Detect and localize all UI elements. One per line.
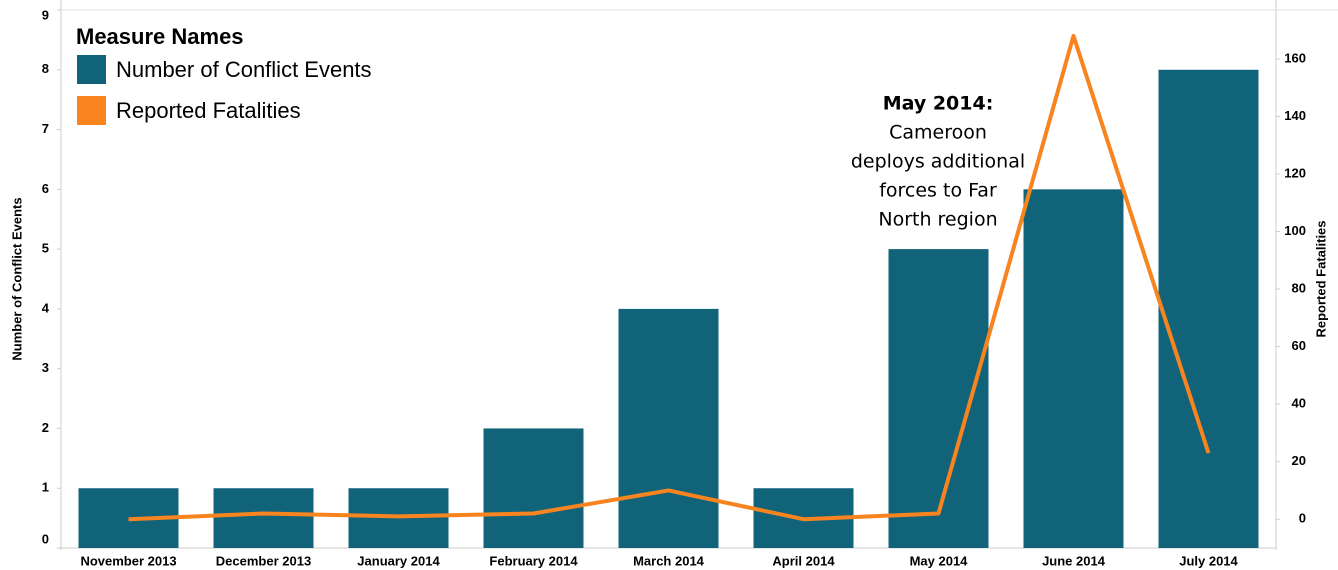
y2-tick-label: 20: [1292, 453, 1306, 468]
x-tick-label: July 2014: [1179, 553, 1238, 568]
annotation-line: deploys additional: [851, 151, 1025, 173]
y2-axis-title: Reported Fatalities: [1313, 220, 1328, 337]
y-tick-label: 2: [42, 420, 49, 435]
x-tick-label: February 2014: [489, 553, 578, 568]
y2-tick-label: 80: [1292, 281, 1306, 296]
y-tick-label: 8: [42, 61, 49, 76]
x-tick-label: May 2014: [910, 553, 969, 568]
y-tick-label: 0: [42, 531, 49, 546]
bar: [618, 308, 719, 548]
y-tick-label: 6: [42, 181, 49, 196]
y-tick-label: 1: [42, 480, 49, 495]
line: [128, 33, 1211, 522]
bar: [888, 249, 989, 548]
y2-tick-label: 120: [1284, 165, 1306, 180]
bar: [213, 488, 314, 548]
y2-tick-label: 100: [1284, 223, 1306, 238]
x-tick-label: December 2013: [216, 553, 311, 568]
bar: [1023, 189, 1124, 549]
y-tick-label: 9: [42, 7, 49, 22]
legend-swatch: [77, 55, 106, 84]
bar: [483, 428, 584, 548]
annotation-line: North region: [878, 209, 997, 231]
legend-label: Reported Fatalities: [116, 98, 301, 123]
legend-title: Measure Names: [76, 24, 244, 49]
x-tick-label: March 2014: [633, 553, 705, 568]
y2-tick-label: 140: [1284, 108, 1306, 123]
y2-tick-label: 40: [1292, 396, 1306, 411]
legend-label: Number of Conflict Events: [116, 57, 372, 82]
y-tick-label: 7: [42, 121, 49, 136]
annotation-line: forces to Far: [879, 180, 997, 202]
bar: [1158, 69, 1259, 549]
y-tick-label: 3: [42, 360, 49, 375]
y-axis-title: Number of Conflict Events: [9, 197, 24, 360]
annotation-title: May 2014:: [883, 93, 994, 115]
y2-tick-label: 60: [1292, 338, 1306, 353]
x-tick-label: June 2014: [1042, 553, 1106, 568]
y2-tick-label: 0: [1299, 511, 1306, 526]
x-tick-label: April 2014: [772, 553, 835, 568]
legend-swatch: [77, 96, 106, 125]
y-tick-label: 5: [42, 241, 49, 256]
y-tick-label: 4: [42, 300, 50, 315]
x-tick-label: November 2013: [80, 553, 176, 568]
annotation-line: Cameroon: [889, 122, 987, 144]
x-tick-label: January 2014: [357, 553, 440, 568]
y2-tick-label: 160: [1284, 50, 1306, 65]
